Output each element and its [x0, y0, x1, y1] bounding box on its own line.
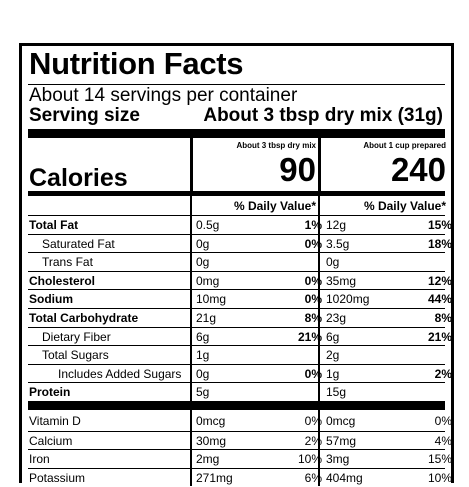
vitamin-row: Potassium 271mg 6% 404mg 10% — [28, 467, 452, 487]
calories-value-b: 240 — [390, 151, 446, 188]
amount-b: 1g — [326, 366, 340, 381]
amount-b: 6g — [326, 329, 340, 344]
calories-value-a: 90 — [279, 151, 316, 188]
daily-value-header-a: % Daily Value* — [233, 199, 316, 213]
daily-value-a: 10% — [297, 452, 322, 467]
amount-b: 3.5g — [326, 236, 350, 251]
vitamin-label: Vitamin D — [29, 414, 81, 428]
serving-size-value: About 3 tbsp dry mix (31g) — [203, 105, 443, 126]
daily-value-a: 0% — [304, 236, 322, 251]
daily-value-b: 15% — [427, 452, 452, 467]
column-separator — [318, 410, 320, 486]
vitamin-label: Potassium — [29, 470, 86, 485]
nutrient-row: Includes Added Sugars 0g 0% 1g 2% — [28, 363, 452, 383]
amount-b: 57mg — [326, 433, 357, 448]
amount-a: 21g — [196, 311, 217, 325]
daily-value-b: 21% — [427, 329, 452, 344]
amount-a: 2mg — [196, 452, 220, 467]
column-separator — [190, 410, 192, 486]
nutrient-label: Dietary Fiber — [42, 329, 111, 344]
daily-value-b: 0% — [434, 414, 452, 428]
vitamin-label: Iron — [29, 452, 50, 467]
serving-size-label: Serving size — [29, 105, 140, 126]
nutrient-label: Total Carbohydrate — [29, 311, 139, 325]
nutrient-label: Cholesterol — [29, 273, 96, 288]
daily-value-a: 1% — [304, 218, 322, 232]
vitamin-row: Vitamin D 0mcg 0% 0mcg 0% — [28, 412, 452, 430]
daily-value-b: 8% — [434, 311, 452, 325]
nutrient-row: Sodium 10mg 0% 1020mg 44% — [28, 289, 452, 308]
daily-value-b: 2% — [434, 366, 452, 381]
amount-a: 6g — [196, 329, 210, 344]
nutrient-row: Total Sugars 1g 2g — [28, 345, 445, 364]
amount-a: 10mg — [196, 292, 227, 307]
amount-a: 1g — [196, 348, 210, 363]
nutrient-label: Total Sugars — [42, 348, 109, 363]
amount-a: 5g — [196, 385, 210, 400]
nutrient-row: Protein 5g 15g — [28, 382, 445, 401]
column-separator — [318, 196, 320, 406]
amount-b: 0g — [326, 255, 340, 270]
daily-value-a: 2% — [304, 433, 322, 448]
nutrient-label: Total Fat — [29, 218, 79, 232]
column-separator — [190, 138, 193, 191]
amount-a: 0mcg — [196, 414, 226, 428]
amount-a: 0g — [196, 255, 210, 270]
amount-b: 15g — [326, 385, 347, 400]
servings-per-container: About 14 servings per container — [29, 85, 298, 106]
amount-b: 1020mg — [326, 292, 370, 307]
amount-a: 0g — [196, 366, 210, 381]
daily-value-b: 44% — [427, 292, 452, 307]
amount-b: 12g — [326, 218, 347, 232]
daily-value-a: 0% — [304, 366, 322, 381]
amount-b: 0mcg — [326, 414, 356, 428]
nutrient-row: Cholesterol 0mg 0% 35mg 12% — [28, 270, 452, 290]
daily-value-b: 4% — [434, 433, 452, 448]
vitamin-row: Calcium 30mg 2% 57mg 4% — [28, 430, 452, 450]
divider — [28, 84, 445, 85]
daily-value-a: 8% — [304, 311, 322, 325]
nutrient-label: Saturated Fat — [42, 236, 115, 251]
daily-value-a: 0% — [304, 273, 322, 288]
amount-b: 23g — [326, 311, 347, 325]
nutrient-label: Protein — [29, 385, 71, 400]
daily-value-b: 18% — [427, 236, 452, 251]
daily-value-header-b: % Daily Value* — [363, 199, 446, 213]
amount-a: 0g — [196, 236, 210, 251]
daily-value-b: 10% — [427, 470, 452, 485]
thick-divider — [28, 401, 445, 410]
column-separator — [318, 138, 321, 191]
amount-b: 3mg — [326, 452, 350, 467]
panel-title: Nutrition Facts — [29, 46, 244, 81]
vitamin-row: Iron 2mg 10% 3mg 15% — [28, 449, 452, 468]
amount-b: 35mg — [326, 273, 357, 288]
medium-divider — [28, 191, 445, 196]
daily-value-b: 15% — [427, 218, 452, 232]
nutrition-facts-panel: Nutrition Facts About 14 servings per co… — [19, 43, 454, 486]
daily-value-a: 0% — [304, 292, 322, 307]
daily-value-a: 21% — [297, 329, 322, 344]
thick-divider — [28, 129, 445, 138]
nutrient-label: Sodium — [29, 292, 73, 307]
amount-a: 30mg — [196, 433, 227, 448]
nutrient-label: Includes Added Sugars — [58, 366, 182, 381]
column-a-header: About 3 tbsp dry mix — [236, 141, 316, 150]
nutrient-row: Dietary Fiber 6g 21% 6g 21% — [28, 326, 452, 346]
column-b-header: About 1 cup prepared — [363, 141, 446, 150]
column-separator — [190, 196, 192, 406]
nutrient-row: Total Fat 0.5g 1% 12g 15% — [28, 215, 452, 234]
vitamin-label: Calcium — [29, 433, 73, 448]
nutrient-label: Trans Fat — [42, 255, 93, 270]
nutrient-row: Total Carbohydrate 21g 8% 23g 8% — [28, 308, 452, 327]
amount-b: 2g — [326, 348, 340, 363]
calories-label: Calories — [29, 164, 128, 192]
amount-a: 0mg — [196, 273, 220, 288]
nutrient-row: Trans Fat 0g 0g — [28, 252, 445, 271]
nutrient-row: Saturated Fat 0g 0% 3.5g 18% — [28, 233, 452, 253]
daily-value-b: 12% — [427, 273, 452, 288]
daily-value-a: 6% — [304, 470, 322, 485]
amount-a: 0.5g — [196, 218, 220, 232]
daily-value-a: 0% — [304, 414, 322, 428]
